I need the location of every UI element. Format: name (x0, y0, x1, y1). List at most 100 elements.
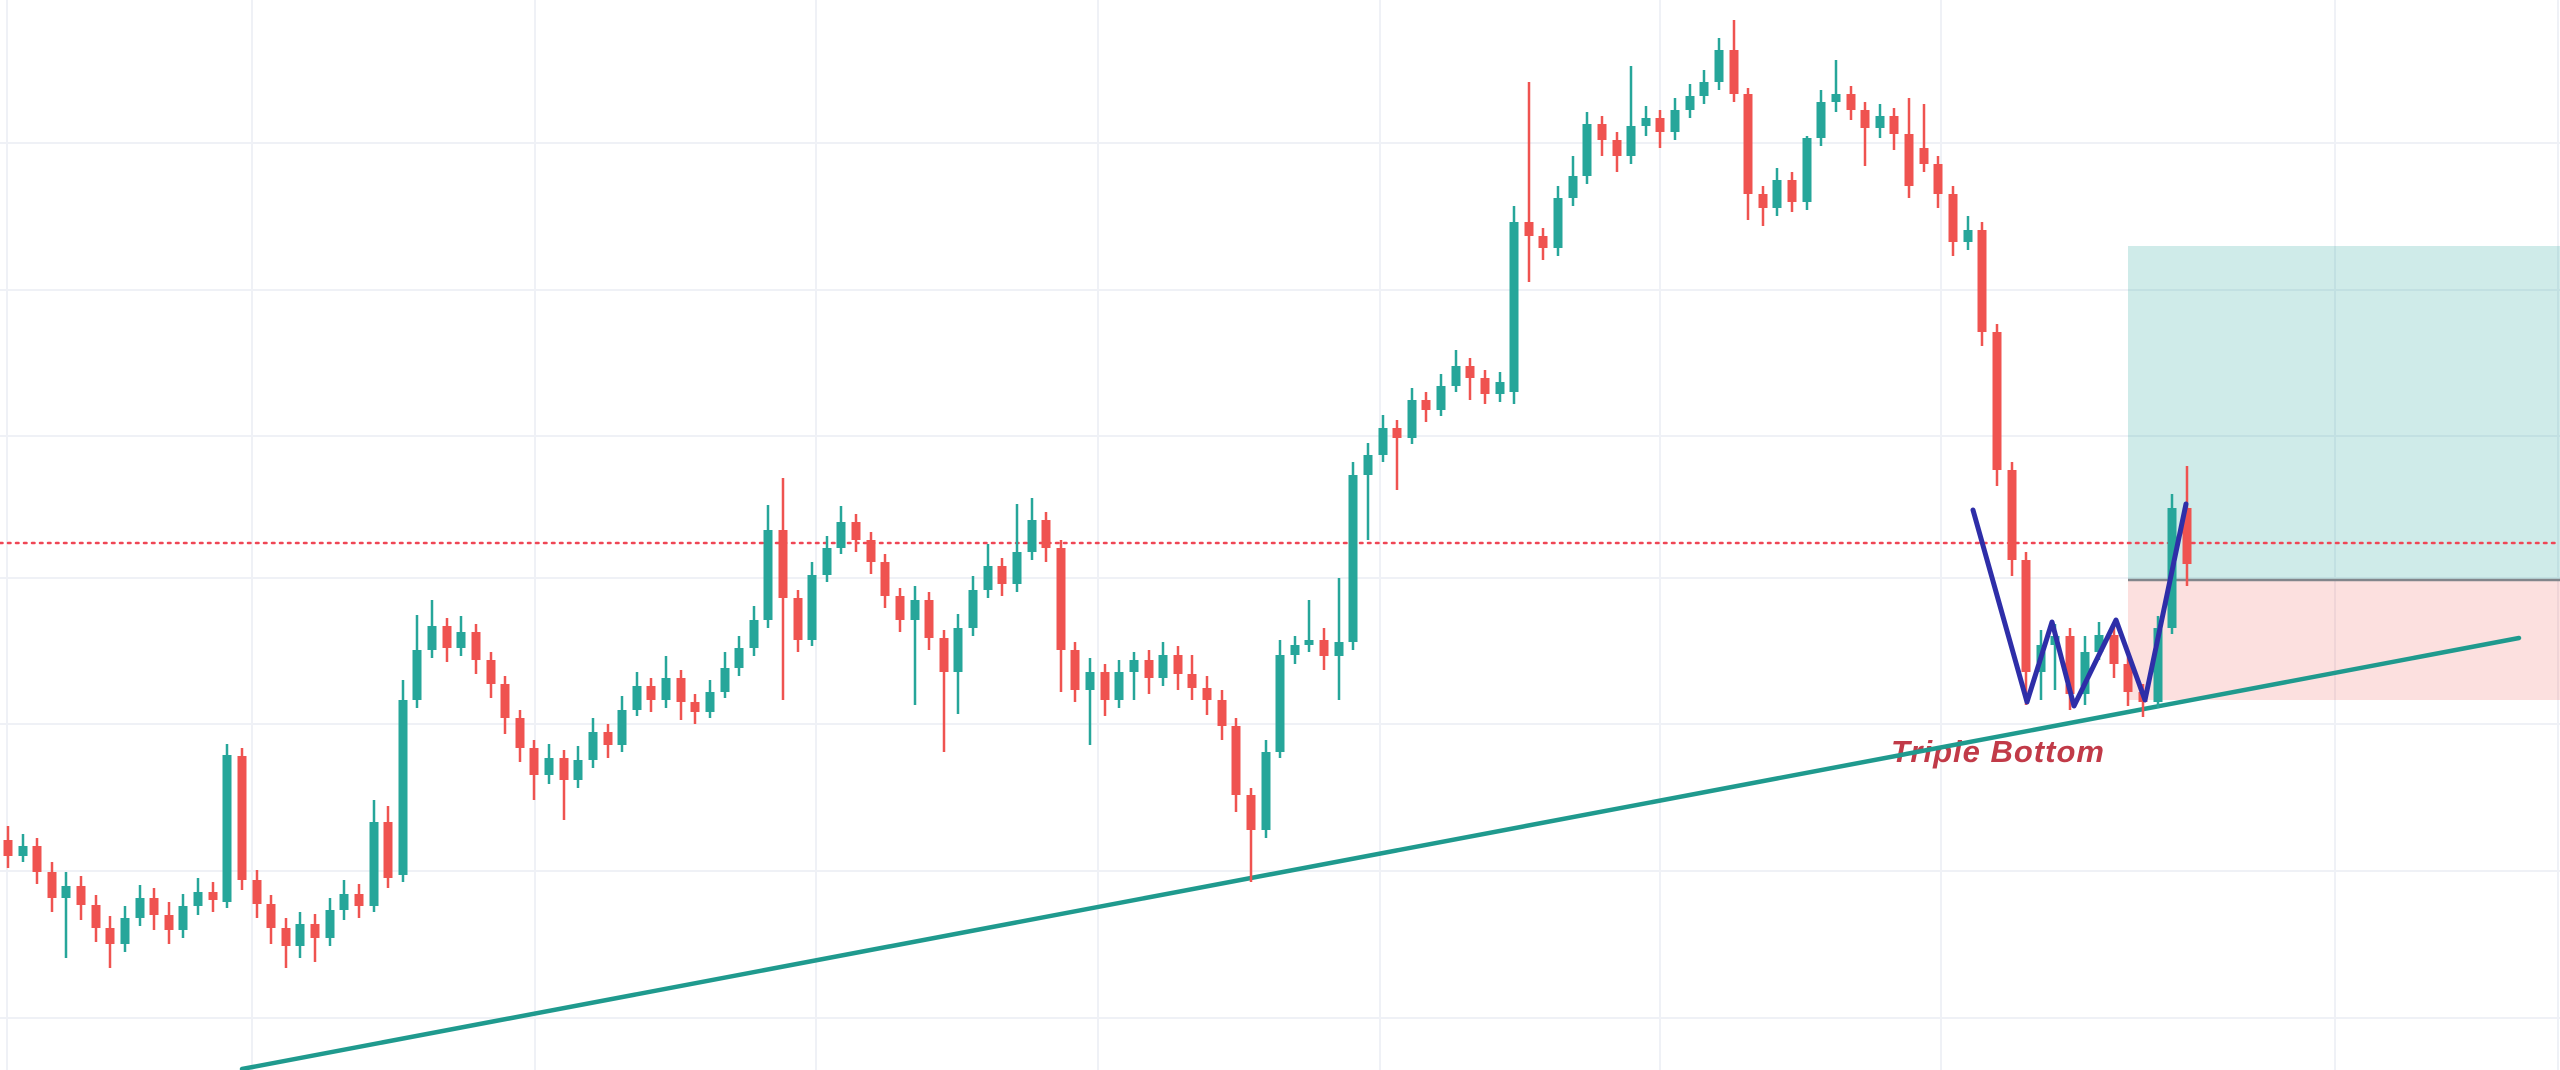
candle-body (1392, 428, 1402, 438)
trend-line[interactable] (239, 635, 2522, 1070)
candle-up (1553, 186, 1563, 256)
candle-down (1743, 88, 1753, 220)
candle-body (778, 530, 788, 598)
candle-body (32, 846, 42, 872)
candle-body (690, 702, 700, 712)
candle-down (690, 694, 700, 724)
candle-body (1977, 230, 1987, 332)
candle-body (1509, 222, 1519, 392)
candle-down (851, 514, 861, 552)
candle-body (1100, 672, 1110, 700)
candle-body (339, 894, 349, 910)
candle-down (1933, 156, 1943, 208)
candle-up (1334, 578, 1344, 700)
triple-bottom-zigzag-line[interactable] (1970, 501, 2189, 709)
candle-up (1670, 98, 1680, 140)
candle-body (1451, 366, 1461, 386)
candle-down (529, 740, 539, 800)
candle-body (105, 928, 115, 944)
candle-body (1933, 164, 1943, 194)
candle-body (807, 575, 817, 640)
candle-body (529, 748, 539, 775)
candle-down (1144, 650, 1154, 694)
candle-body (544, 758, 554, 775)
candle-up (1772, 168, 1782, 216)
candle-up (1568, 156, 1578, 206)
candle-body (793, 598, 803, 640)
candle-down (1992, 324, 2002, 486)
position-tool-layer (2128, 246, 2560, 700)
candle-body (1816, 102, 1826, 138)
candle-body (471, 632, 481, 660)
candle-up (544, 744, 554, 784)
candle-body (1144, 660, 1154, 678)
candle-body (18, 846, 28, 856)
candle-down (880, 554, 890, 608)
candle-up (1129, 652, 1139, 700)
candle-down (1056, 540, 1066, 692)
candle-body (1553, 198, 1563, 248)
candle-body (822, 548, 832, 575)
candle-up (1304, 600, 1314, 652)
candle-body (910, 600, 920, 620)
candle-down (1070, 642, 1080, 702)
candle-body (2109, 635, 2119, 664)
candle-up (1816, 90, 1826, 146)
candle-body (1407, 400, 1417, 438)
candle-down (1202, 676, 1212, 715)
candle-body (1670, 110, 1680, 132)
candle-body (76, 886, 86, 905)
candle-down (2021, 552, 2031, 705)
candle-body (559, 758, 569, 780)
candle-down (1977, 222, 1987, 346)
candle-body (237, 756, 247, 880)
candle-down (1889, 108, 1899, 150)
candle-down (515, 710, 525, 762)
candle-body (193, 892, 203, 906)
candle-body (1202, 688, 1212, 700)
candle-down (1421, 392, 1431, 422)
candle-body (1085, 672, 1095, 690)
candle-up (953, 614, 963, 714)
candle-down (3, 826, 13, 868)
candle-up (2080, 636, 2090, 705)
candle-body (1685, 96, 1695, 110)
candle-body (939, 638, 949, 672)
candle-body (1436, 386, 1446, 410)
candle-body (310, 924, 320, 938)
candle-up (120, 906, 130, 952)
candle-up (1012, 504, 1022, 592)
candle-body (924, 600, 934, 638)
candle-down (281, 918, 291, 968)
long-position-target-zone[interactable] (2128, 246, 2560, 580)
candle-body (880, 562, 890, 596)
candle-up (61, 872, 71, 958)
candle-body (720, 668, 730, 692)
candle-down (266, 895, 276, 944)
candle-down (500, 676, 510, 734)
long-position-stop-zone[interactable] (2128, 580, 2560, 700)
candle-up (763, 505, 773, 628)
candle-up (1641, 106, 1651, 136)
candle-down (2007, 462, 2017, 576)
candle-up (1875, 104, 1885, 138)
candle-body (427, 626, 437, 650)
candle-body (617, 710, 627, 745)
candle-up (573, 746, 583, 788)
candle-down (939, 630, 949, 752)
candle-down (252, 870, 262, 918)
candle-body (442, 626, 452, 648)
candle-body (661, 678, 671, 700)
candle-up (1363, 443, 1373, 540)
candle-up (632, 672, 642, 716)
candle-down (1655, 110, 1665, 148)
candle-body (1538, 236, 1548, 248)
candle-body (705, 692, 715, 712)
candle-body (632, 686, 642, 710)
candle-body (222, 755, 232, 902)
candle-body (1231, 726, 1241, 795)
candle-body (325, 910, 335, 938)
candle-body (369, 822, 379, 906)
